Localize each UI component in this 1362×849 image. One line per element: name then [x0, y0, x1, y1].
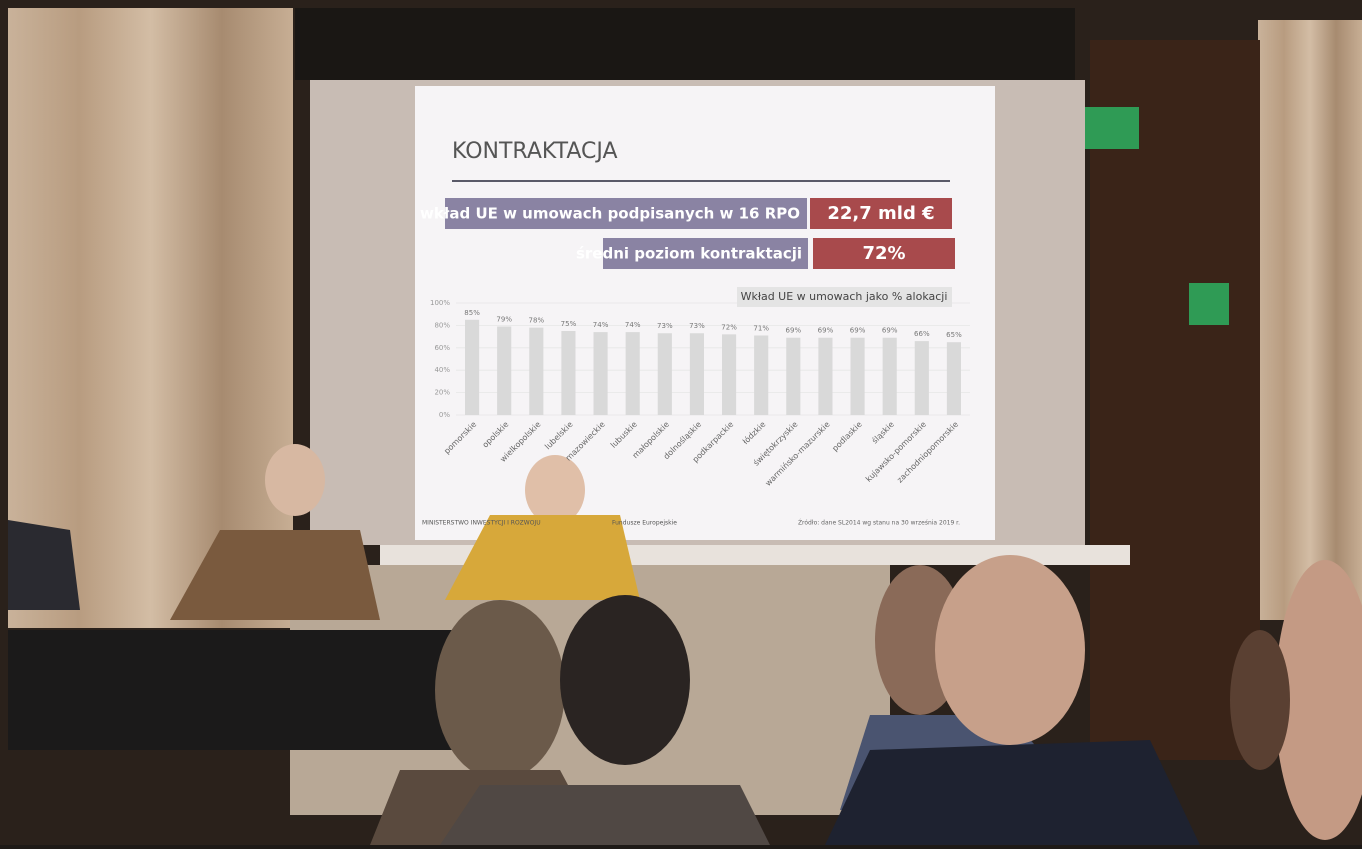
bar [947, 342, 961, 415]
stat-label: wkład UE w umowach podpisanych w 16 RPO [420, 205, 800, 223]
bar [497, 327, 511, 415]
value-label: 66% [914, 330, 930, 338]
screen-top [295, 8, 1075, 80]
value-label: 75% [561, 320, 577, 328]
chart-title: Wkład UE w umowach jako % alokacji [741, 290, 948, 303]
value-label: 69% [850, 327, 866, 335]
bar [626, 332, 640, 415]
bar [850, 338, 864, 415]
stat-value: 72% [862, 243, 905, 264]
stat-value: 22,7 mld € [827, 203, 934, 224]
person [8, 520, 80, 610]
value-label: 79% [496, 316, 512, 324]
value-label: 78% [529, 317, 545, 325]
audience-head [935, 555, 1085, 745]
value-label: 72% [721, 323, 737, 331]
value-label: 69% [786, 327, 802, 335]
y-tick-label: 0% [439, 411, 450, 419]
bar [465, 320, 479, 415]
audience-head [1230, 630, 1290, 770]
audience [440, 785, 770, 845]
bar [529, 328, 543, 415]
bar [786, 338, 800, 415]
photo: KONTRAKTACJA wkład UE w umowach podpisan… [0, 0, 1362, 845]
bar [593, 332, 607, 415]
value-label: 73% [689, 322, 705, 330]
audience-head [435, 600, 565, 780]
value-label: 71% [753, 324, 769, 332]
value-label: 69% [882, 327, 898, 335]
y-tick-label: 100% [430, 299, 450, 307]
table [8, 630, 458, 750]
bar [690, 333, 704, 415]
page: KONTRAKTACJA wkład UE w umowach podpisan… [0, 0, 1362, 845]
bar [658, 333, 672, 415]
value-label: 85% [464, 309, 480, 317]
bar [883, 338, 897, 415]
value-label: 73% [657, 322, 673, 330]
person [525, 455, 585, 525]
exit-sign [1189, 283, 1229, 325]
logo-text: Fundusze Europejskie [612, 520, 677, 527]
logo-text: MINISTERSTWO INWESTYCJI I ROZWOJU [422, 520, 541, 527]
bar [754, 335, 768, 415]
y-tick-label: 20% [434, 389, 450, 397]
bar [561, 331, 575, 415]
audience-head [560, 595, 690, 765]
bar [818, 338, 832, 415]
curtain-right [1258, 20, 1362, 620]
y-tick-label: 40% [434, 366, 450, 374]
bar [722, 334, 736, 415]
y-tick-label: 80% [434, 321, 450, 329]
exit-sign [1077, 107, 1139, 149]
value-label: 69% [818, 327, 834, 335]
bar [915, 341, 929, 415]
y-tick-label: 60% [434, 344, 450, 352]
stat-label: średni poziom kontraktacji [576, 245, 802, 263]
person [265, 444, 325, 516]
slide-title: KONTRAKTACJA [452, 139, 618, 164]
value-label: 65% [946, 331, 962, 339]
audience [825, 740, 1200, 845]
value-label: 74% [625, 321, 641, 329]
source-note: Źródło: dane SL2014 wg stanu na 30 wrześ… [798, 519, 960, 527]
value-label: 74% [593, 321, 609, 329]
